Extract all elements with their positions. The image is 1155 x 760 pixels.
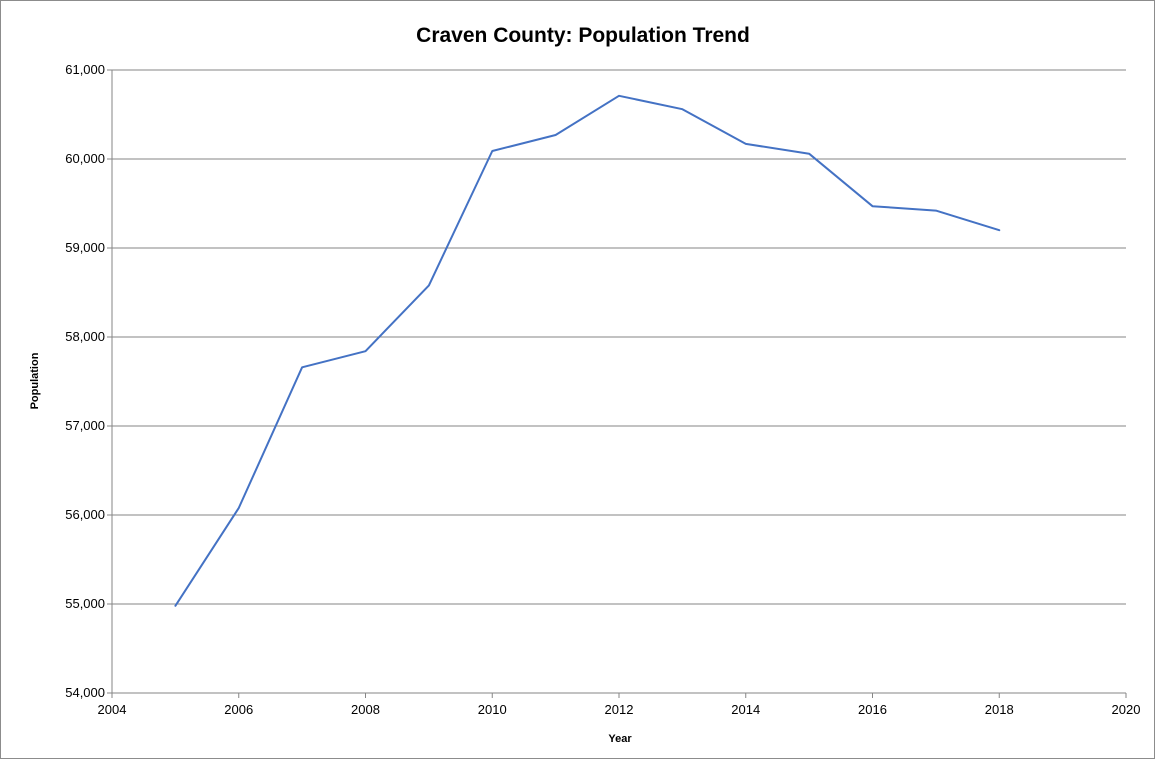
x-tick-label: 2004 bbox=[98, 702, 127, 717]
x-tick-label: 2020 bbox=[1112, 702, 1141, 717]
y-tick-label: 56,000 bbox=[65, 507, 105, 522]
series-layer bbox=[174, 94, 1001, 607]
axes bbox=[107, 69, 1127, 698]
x-tick-labels: 2004 2006 2008 2010 2012 2014 2016 2018 2020 bbox=[98, 702, 1141, 717]
y-axis-title: Population bbox=[29, 352, 41, 409]
y-tick-label: 55,000 bbox=[65, 596, 105, 611]
chart-title: Craven County: Population Trend bbox=[416, 24, 750, 47]
y-tick-labels: 54,000 55,000 56,000 57,000 58,000 59,000 60,0… bbox=[65, 62, 105, 700]
gridlines bbox=[112, 69, 1126, 605]
x-tick-label: 2008 bbox=[351, 702, 380, 717]
y-tick-label: 61,000 bbox=[65, 62, 105, 77]
y-tick-label: 58,000 bbox=[65, 329, 105, 344]
x-tick-label: 2010 bbox=[478, 702, 507, 717]
y-tick-label: 57,000 bbox=[65, 418, 105, 433]
x-tick-label: 2014 bbox=[731, 702, 760, 717]
x-tick-label: 2018 bbox=[985, 702, 1014, 717]
y-tick-label: 54,000 bbox=[65, 685, 105, 700]
x-tick-label: 2016 bbox=[858, 702, 887, 717]
population-series-line bbox=[174, 94, 1001, 607]
x-tick-label: 2006 bbox=[224, 702, 253, 717]
y-tick-label: 60,000 bbox=[65, 151, 105, 166]
x-tick-label: 2012 bbox=[605, 702, 634, 717]
x-axis-title: Year bbox=[608, 733, 632, 745]
y-tick-label: 59,000 bbox=[65, 240, 105, 255]
